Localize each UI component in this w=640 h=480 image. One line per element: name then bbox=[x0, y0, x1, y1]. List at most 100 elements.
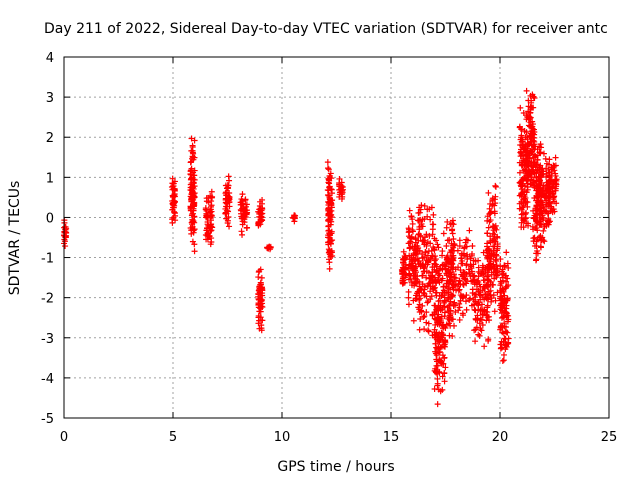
data-point bbox=[543, 193, 550, 200]
data-point bbox=[433, 267, 440, 274]
data-point bbox=[170, 180, 177, 187]
data-point bbox=[518, 126, 525, 133]
data-point bbox=[190, 218, 197, 225]
data-point bbox=[431, 247, 438, 254]
data-point bbox=[491, 208, 498, 215]
data-point bbox=[456, 237, 463, 244]
data-point bbox=[189, 155, 196, 162]
chart-title: Day 211 of 2022, Sidereal Day-to-day VTE… bbox=[44, 21, 608, 37]
data-point bbox=[452, 266, 459, 273]
data-point bbox=[226, 223, 233, 230]
data-point bbox=[435, 311, 442, 318]
y-tick-label: -5 bbox=[41, 412, 54, 427]
data-point bbox=[503, 329, 510, 336]
data-point bbox=[267, 243, 274, 250]
data-point bbox=[465, 266, 472, 273]
data-point bbox=[524, 199, 531, 206]
data-point bbox=[413, 279, 420, 286]
data-point bbox=[491, 231, 498, 238]
data-point bbox=[552, 170, 559, 177]
data-point bbox=[418, 307, 425, 314]
data-point bbox=[485, 189, 492, 196]
data-point bbox=[460, 269, 467, 276]
data-point bbox=[491, 275, 498, 282]
data-point bbox=[325, 227, 332, 234]
y-tick-label: 2 bbox=[46, 131, 54, 146]
data-point bbox=[462, 239, 469, 246]
data-point bbox=[326, 183, 333, 190]
data-point bbox=[475, 264, 482, 271]
data-point bbox=[463, 262, 470, 269]
data-point bbox=[484, 217, 491, 224]
data-point bbox=[503, 343, 510, 350]
data-point bbox=[467, 295, 474, 302]
data-point bbox=[534, 194, 541, 201]
data-point bbox=[451, 274, 458, 281]
data-point bbox=[435, 344, 442, 351]
data-point bbox=[523, 209, 530, 216]
data-point bbox=[436, 330, 443, 337]
data-point bbox=[449, 217, 456, 224]
data-point bbox=[500, 298, 507, 305]
data-point bbox=[436, 304, 443, 311]
data-point bbox=[255, 314, 262, 321]
data-point bbox=[292, 212, 299, 219]
data-point bbox=[505, 335, 512, 342]
data-point bbox=[244, 224, 251, 231]
data-point bbox=[505, 340, 512, 347]
data-point bbox=[187, 159, 194, 166]
data-point bbox=[491, 225, 498, 232]
data-point bbox=[188, 226, 195, 233]
data-point bbox=[422, 248, 429, 255]
data-point bbox=[226, 199, 233, 206]
data-point bbox=[207, 241, 214, 248]
data-point bbox=[447, 286, 454, 293]
data-point bbox=[456, 277, 463, 284]
data-point bbox=[433, 237, 440, 244]
data-point bbox=[427, 256, 434, 263]
data-point bbox=[433, 308, 440, 315]
data-point bbox=[542, 194, 549, 201]
data-point bbox=[539, 199, 546, 206]
data-point bbox=[501, 292, 508, 299]
data-point bbox=[191, 137, 198, 144]
data-point bbox=[533, 203, 540, 210]
data-point bbox=[503, 305, 510, 312]
data-point bbox=[491, 308, 498, 315]
data-point bbox=[405, 233, 412, 240]
data-point bbox=[324, 159, 331, 166]
data-point bbox=[472, 294, 479, 301]
data-point bbox=[501, 263, 508, 270]
data-point bbox=[473, 324, 480, 331]
data-point bbox=[419, 223, 426, 230]
data-point bbox=[471, 276, 478, 283]
data-point bbox=[420, 289, 427, 296]
data-point bbox=[539, 187, 546, 194]
data-point bbox=[325, 223, 332, 230]
y-tick-label: -2 bbox=[41, 292, 54, 307]
data-point bbox=[406, 252, 413, 259]
data-point bbox=[491, 237, 498, 244]
data-point bbox=[427, 288, 434, 295]
data-point bbox=[472, 338, 479, 345]
data-point bbox=[436, 356, 443, 363]
data-point bbox=[204, 230, 211, 237]
data-point bbox=[439, 325, 446, 332]
data-point bbox=[436, 348, 443, 355]
data-point bbox=[417, 315, 424, 322]
data-point bbox=[470, 273, 477, 280]
data-point bbox=[463, 292, 470, 299]
x-tick-label: 25 bbox=[601, 430, 618, 445]
data-point bbox=[456, 286, 463, 293]
data-point bbox=[438, 313, 445, 320]
data-point bbox=[324, 187, 331, 194]
data-point bbox=[478, 301, 485, 308]
data-point bbox=[540, 227, 547, 234]
data-point bbox=[256, 206, 263, 213]
data-point bbox=[530, 166, 537, 173]
data-point bbox=[493, 251, 500, 258]
data-point bbox=[479, 294, 486, 301]
data-point bbox=[169, 175, 176, 182]
data-points bbox=[61, 87, 560, 408]
data-point bbox=[257, 210, 264, 217]
